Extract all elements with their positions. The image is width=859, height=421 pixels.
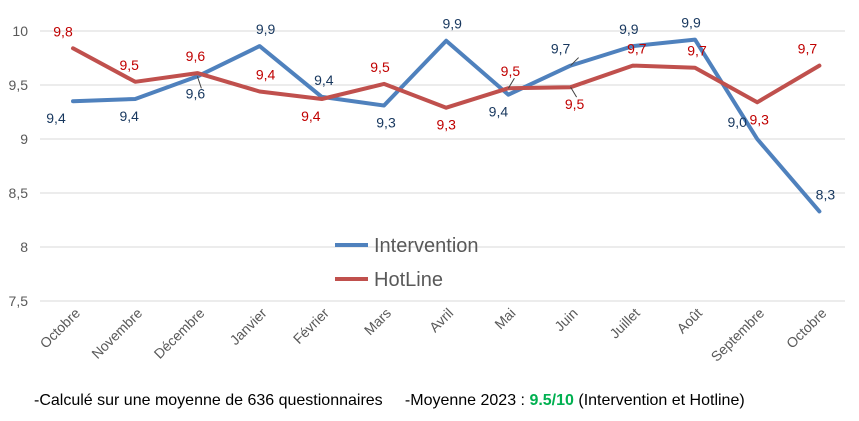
x-tick-label: Décembre [151,305,208,362]
data-label-intervention: 9,4 [46,110,66,126]
legend: Intervention HotLine [335,235,479,291]
data-label-intervention: 9,7 [551,41,571,57]
y-axis-ticks: 10 9,5 9 8,5 8 7,5 [9,23,29,309]
data-label-hotline: 9,8 [53,23,73,39]
data-label-hotline: 9,7 [687,43,707,59]
legend-label-hotline: HotLine [374,269,443,291]
chart-footer: -Calculé sur une moyenne de 636 question… [34,392,745,410]
x-tick-label: Octobre [37,305,84,352]
y-tick-label: 8,5 [9,185,29,201]
leader-line [196,76,202,89]
data-label-hotline: 9,3 [749,111,769,127]
y-tick-label: 10 [12,23,28,39]
leader-line [570,57,579,66]
label-leader-lines [196,57,579,98]
footer-average-value: 9.5/10 [529,392,574,409]
data-label-intervention: 9,9 [681,15,701,31]
data-label-hotline: 9,5 [119,57,139,73]
data-label-intervention: 9,6 [186,85,206,101]
footer-left-text: -Calculé sur une moyenne de 636 question… [34,392,383,409]
x-tick-label: Mars [361,305,394,338]
x-axis-ticks: Octobre Novembre Décembre Janvier Février Mar… [37,305,830,365]
x-tick-label: Octobre [783,305,830,352]
data-labels: 9,4 9,4 9,6 9,9 9,4 9,3 9,9 9,4 9,7 9,9 9,9 9,0 8,3 9… [46,15,835,203]
data-label-intervention: 9,3 [376,115,396,131]
x-tick-label: Août [673,305,705,337]
footer-right-suffix: (Intervention et Hotline) [573,392,745,409]
data-label-hotline: 9,5 [370,59,390,75]
data-label-hotline: 9,3 [436,117,456,133]
data-label-intervention: 9,4 [119,108,139,124]
y-tick-label: 9,5 [9,77,29,93]
data-label-intervention: 9,4 [314,72,334,88]
x-tick-label: Septembre [708,305,768,365]
footer-right-prefix: -Moyenne 2023 : [404,392,530,409]
data-label-hotline: 9,4 [301,108,321,124]
x-tick-label: Janvier [226,305,269,348]
gridlines [40,30,845,302]
data-label-hotline: 9,5 [565,96,585,112]
data-label-intervention: 9,9 [619,21,639,37]
data-label-hotline: 9,6 [186,48,206,64]
data-label-hotline: 9,4 [256,66,276,82]
x-tick-label: Mai [491,305,518,332]
data-label-intervention: 9,0 [727,114,747,130]
data-label-hotline: 9,5 [501,63,521,79]
x-tick-label: Avril [426,305,456,335]
series-line-hotline [71,46,822,110]
data-label-intervention: 8,3 [816,186,836,202]
y-tick-label: 9 [20,131,28,147]
data-label-hotline: 9,7 [627,41,647,57]
x-tick-label: Novembre [88,305,145,362]
data-label-intervention: 9,9 [256,21,276,37]
legend-label-intervention: Intervention [374,235,479,257]
leader-line [507,77,515,89]
leader-line [570,86,578,98]
x-tick-label: Juin [551,305,580,334]
x-tick-label: Février [290,305,332,347]
data-label-intervention: 9,9 [442,16,462,32]
y-tick-label: 7,5 [9,293,29,309]
data-label-intervention: 9,4 [489,104,509,120]
x-tick-label: Juillet [606,305,643,342]
y-tick-label: 8 [20,239,28,255]
data-label-hotline: 9,7 [798,41,818,57]
